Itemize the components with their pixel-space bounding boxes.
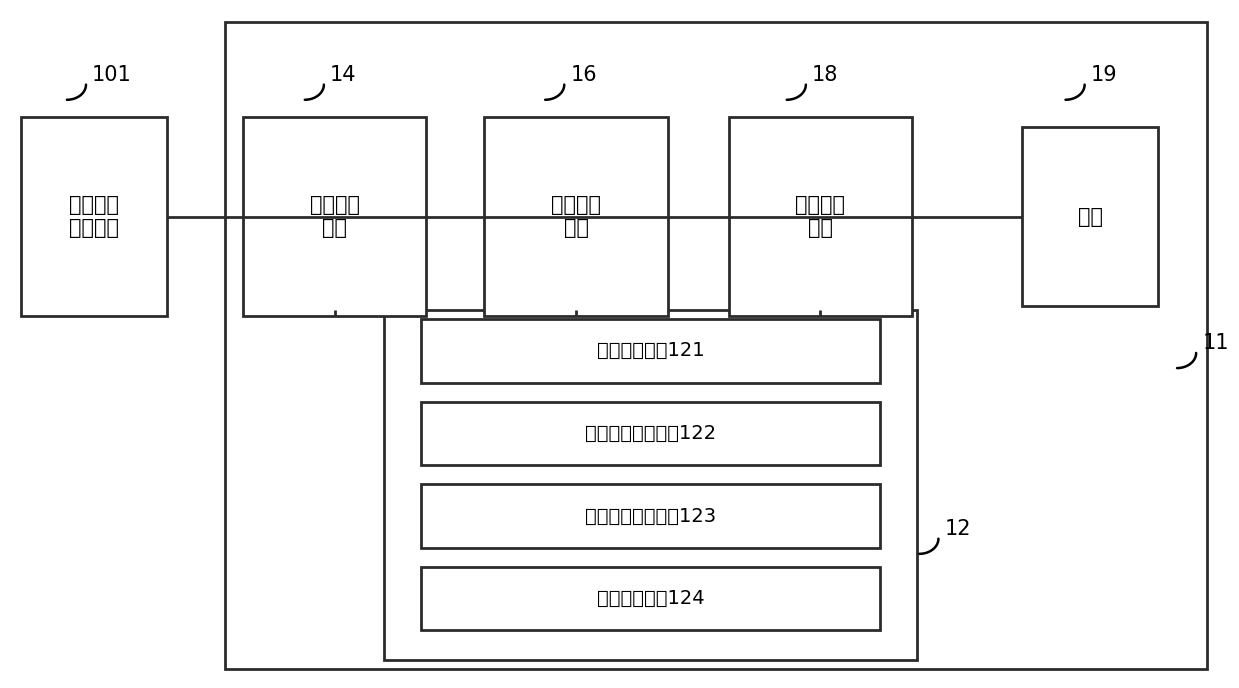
Text: 11: 11	[1202, 333, 1229, 353]
Bar	[729, 117, 912, 316]
Bar	[21, 117, 167, 316]
Bar	[384, 310, 917, 660]
Text: 19: 19	[1090, 65, 1118, 85]
Bar	[1022, 127, 1158, 306]
Bar	[421, 402, 880, 465]
Text: 18: 18	[812, 65, 839, 85]
Text: 动态控制模块124: 动态控制模块124	[597, 589, 704, 608]
Text: 状态检测模块121: 状态检测模块121	[597, 341, 704, 361]
Text: 电机: 电机	[1078, 206, 1103, 227]
Bar	[225, 22, 1207, 669]
Text: 逆变控制
单元: 逆变控制 单元	[795, 195, 845, 238]
Text: 14: 14	[330, 65, 357, 85]
Text: 101: 101	[92, 65, 131, 85]
Text: 16: 16	[570, 65, 597, 85]
Bar	[243, 117, 426, 316]
Bar	[484, 117, 668, 316]
Bar	[421, 319, 880, 383]
Text: 输入电源
接收组件: 输入电源 接收组件	[69, 195, 119, 238]
Bar	[421, 484, 880, 548]
Text: 第一电压检测模块122: 第一电压检测模块122	[585, 424, 716, 443]
Text: 12: 12	[944, 519, 971, 539]
Text: 第二电压检测模块123: 第二电压检测模块123	[585, 506, 716, 526]
Bar	[421, 567, 880, 630]
Text: 整流控制
单元: 整流控制 单元	[310, 195, 359, 238]
Text: 储能放电
单元: 储能放电 单元	[551, 195, 601, 238]
